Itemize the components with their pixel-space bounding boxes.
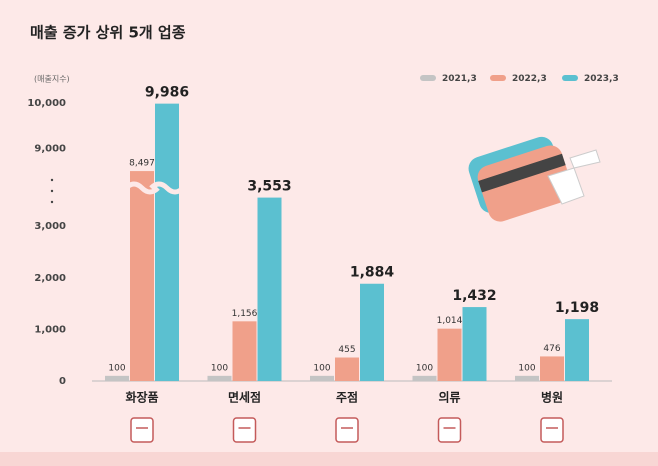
value-label: 3,553 [247, 179, 291, 195]
category-icon [335, 417, 359, 443]
bar [257, 197, 282, 381]
value-label: 1,014 [437, 316, 463, 326]
bar [207, 375, 232, 381]
y-tick-label: 3,000 [34, 221, 66, 232]
card-illustration [468, 136, 601, 222]
category-icon [437, 417, 462, 443]
y-tick-label: 0 [59, 376, 66, 387]
bar [540, 356, 564, 381]
axis-break-wave [149, 181, 185, 195]
category-icon [232, 417, 257, 443]
category-icon [540, 417, 564, 443]
legend-label: 2021,3 [442, 74, 477, 84]
bar [155, 103, 179, 381]
value-label: 9,986 [145, 85, 189, 101]
bar [515, 375, 539, 381]
value-label: 100 [313, 363, 330, 373]
legend-swatch [562, 75, 578, 81]
x-tick-label: 주점 [336, 390, 358, 405]
x-tick-label: 의류 [438, 390, 460, 405]
y-tick-label: 10,000 [27, 98, 66, 109]
value-label: 8,497 [129, 159, 155, 169]
legend-label: 2023,3 [584, 74, 619, 84]
legend-swatch [490, 75, 506, 81]
value-label: 100 [518, 363, 535, 373]
x-tick-label: 화장품 [125, 390, 158, 405]
y-tick-label: 9,000 [34, 143, 66, 154]
bar [310, 375, 334, 381]
footer-band [0, 452, 658, 466]
legend-label: 2022,3 [512, 74, 547, 84]
value-label: 1,156 [232, 309, 258, 319]
bar [565, 319, 589, 381]
bar [232, 321, 257, 381]
axis-break-dots [50, 178, 54, 204]
value-label: 1,884 [350, 265, 395, 281]
y-tick-label: 1,000 [34, 324, 66, 335]
bar [130, 171, 154, 381]
value-label: 455 [338, 345, 355, 355]
y-axis-unit: (매출지수) [34, 74, 70, 84]
bar [105, 375, 129, 381]
bar [412, 375, 437, 381]
bar [335, 357, 359, 381]
bar [462, 307, 487, 381]
value-label: 100 [211, 363, 228, 373]
value-label: 1,198 [555, 300, 599, 316]
bar [360, 283, 384, 381]
value-label: 1,432 [452, 288, 496, 304]
value-label: 100 [416, 363, 433, 373]
x-tick-label: 면세점 [228, 390, 261, 405]
axis-break-wave [124, 181, 160, 195]
legend-swatch [420, 75, 436, 81]
y-tick-label: 2,000 [34, 273, 66, 284]
value-label: 476 [543, 344, 560, 354]
category-icon [130, 417, 154, 443]
value-label: 100 [108, 363, 125, 373]
chart-title: 매출 증가 상위 5개 업종 [30, 24, 186, 42]
x-tick-label: 병원 [541, 390, 563, 405]
bar [437, 328, 462, 381]
